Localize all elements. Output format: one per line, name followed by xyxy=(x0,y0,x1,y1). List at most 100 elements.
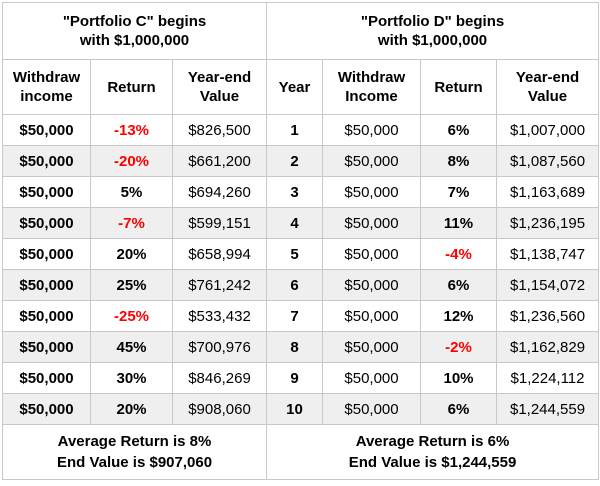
table-row: $50,000 -13% $826,500 1 $50,000 6% $1,007,000 xyxy=(2,114,600,146)
c-return-cell: 20% xyxy=(90,238,173,270)
summary-row: Average Return is 8% End Value is $907,0… xyxy=(1,424,600,480)
table-row: $50,000 45% $700,976 8 $50,000 -2% $1,162,829 xyxy=(2,331,600,363)
portfolio-c-title: "Portfolio C" begins with $1,000,000 xyxy=(1,2,268,60)
data-rows: $50,000 -13% $826,500 1 $50,000 6% $1,007,000 $… xyxy=(2,114,600,425)
c-withdraw-header: Withdraw income xyxy=(2,59,91,115)
c-return-header-text: Return xyxy=(107,78,156,96)
header-row: Withdraw income Return Year-end Value Ye… xyxy=(2,59,600,115)
portfolio-c-summary: Average Return is 8% End Value is $907,0… xyxy=(1,424,268,480)
table-row: $50,000 -25% $533,432 7 $50,000 12% $1,236,560 xyxy=(2,300,600,332)
c-return-cell: 45% xyxy=(90,331,173,363)
year-header: Year xyxy=(266,59,324,115)
table-row: $50,000 25% $761,242 6 $50,000 6% $1,154,072 xyxy=(2,269,600,301)
d-withdraw-header-text: Withdraw Income xyxy=(337,69,406,105)
d-return-cell: -4% xyxy=(420,238,498,270)
d-value-cell: $1,162,829 xyxy=(496,331,600,363)
c-value-cell: $599,151 xyxy=(171,207,268,239)
c-value-cell: $826,500 xyxy=(171,114,268,146)
year-cell: 10 xyxy=(266,393,324,425)
portfolio-d-summary: Average Return is 6% End Value is $1,244… xyxy=(266,424,600,480)
d-withdraw-cell: $50,000 xyxy=(322,331,422,363)
d-value-cell: $1,154,072 xyxy=(496,269,600,301)
table-row: $50,000 30% $846,269 9 $50,000 10% $1,224,112 xyxy=(2,362,600,394)
table-row: $50,000 -7% $599,151 4 $50,000 11% $1,236,195 xyxy=(2,207,600,239)
year-cell: 3 xyxy=(266,176,324,208)
c-value-cell: $908,060 xyxy=(171,393,268,425)
d-value-cell: $1,007,000 xyxy=(496,114,600,146)
portfolio-c-average-return: Average Return is 8% xyxy=(57,433,212,450)
d-withdraw-cell: $50,000 xyxy=(322,238,422,270)
d-withdraw-cell: $50,000 xyxy=(322,269,422,301)
d-value-cell: $1,236,195 xyxy=(496,207,600,239)
c-return-cell: -7% xyxy=(90,207,173,239)
c-return-cell: 25% xyxy=(90,269,173,301)
d-return-cell: -2% xyxy=(420,331,498,363)
year-cell: 7 xyxy=(266,300,324,332)
year-cell: 8 xyxy=(266,331,324,363)
year-cell: 6 xyxy=(266,269,324,301)
c-value-cell: $761,242 xyxy=(171,269,268,301)
year-cell: 4 xyxy=(266,207,324,239)
c-return-cell: -25% xyxy=(90,300,173,332)
d-return-header-text: Return xyxy=(434,78,483,96)
c-withdraw-cell: $50,000 xyxy=(2,207,91,239)
d-withdraw-cell: $50,000 xyxy=(322,176,422,208)
table-row: $50,000 5% $694,260 3 $50,000 7% $1,163,689 xyxy=(2,176,600,208)
c-withdraw-cell: $50,000 xyxy=(2,238,91,270)
d-value-header: Year-end Value xyxy=(496,59,600,115)
d-withdraw-cell: $50,000 xyxy=(322,207,422,239)
c-value-cell: $661,200 xyxy=(171,145,268,177)
d-withdraw-cell: $50,000 xyxy=(322,362,422,394)
portfolio-d-title: "Portfolio D" begins with $1,000,000 xyxy=(266,2,600,60)
year-header-text: Year xyxy=(278,78,311,96)
c-return-cell: -20% xyxy=(90,145,173,177)
d-value-cell: $1,244,559 xyxy=(496,393,600,425)
d-value-cell: $1,236,560 xyxy=(496,300,600,332)
d-withdraw-header: Withdraw Income xyxy=(322,59,422,115)
c-withdraw-cell: $50,000 xyxy=(2,176,91,208)
year-cell: 5 xyxy=(266,238,324,270)
c-value-cell: $846,269 xyxy=(171,362,268,394)
d-withdraw-cell: $50,000 xyxy=(322,114,422,146)
c-value-header: Year-end Value xyxy=(171,59,268,115)
portfolio-d-average-return: Average Return is 6% xyxy=(355,433,510,450)
portfolio-d-title-text: "Portfolio D" begins with $1,000,000 xyxy=(360,13,505,49)
c-withdraw-cell: $50,000 xyxy=(2,145,91,177)
portfolio-d-end-value: End Value is $1,244,559 xyxy=(348,454,517,471)
c-withdraw-header-text: Withdraw income xyxy=(12,69,81,105)
d-return-cell: 12% xyxy=(420,300,498,332)
c-withdraw-cell: $50,000 xyxy=(2,114,91,146)
d-return-cell: 6% xyxy=(420,114,498,146)
d-value-cell: $1,224,112 xyxy=(496,362,600,394)
title-row: "Portfolio C" begins with $1,000,000 "Po… xyxy=(1,2,600,60)
year-cell: 9 xyxy=(266,362,324,394)
d-return-header: Return xyxy=(420,59,498,115)
d-withdraw-cell: $50,000 xyxy=(322,145,422,177)
table-row: $50,000 20% $658,994 5 $50,000 -4% $1,138,747 xyxy=(2,238,600,270)
c-value-cell: $694,260 xyxy=(171,176,268,208)
d-value-header-text: Year-end Value xyxy=(515,69,580,105)
d-return-cell: 6% xyxy=(420,269,498,301)
d-withdraw-cell: $50,000 xyxy=(322,300,422,332)
c-value-cell: $658,994 xyxy=(171,238,268,270)
d-return-cell: 10% xyxy=(420,362,498,394)
table-row: $50,000 -20% $661,200 2 $50,000 8% $1,087,560 xyxy=(2,145,600,177)
c-return-cell: 30% xyxy=(90,362,173,394)
c-withdraw-cell: $50,000 xyxy=(2,331,91,363)
c-withdraw-cell: $50,000 xyxy=(2,269,91,301)
d-value-cell: $1,163,689 xyxy=(496,176,600,208)
d-value-cell: $1,138,747 xyxy=(496,238,600,270)
portfolio-c-title-text: "Portfolio C" begins with $1,000,000 xyxy=(62,13,207,49)
d-return-cell: 6% xyxy=(420,393,498,425)
table-row: $50,000 20% $908,060 10 $50,000 6% $1,244,559 xyxy=(2,393,600,425)
c-return-cell: 20% xyxy=(90,393,173,425)
d-value-cell: $1,087,560 xyxy=(496,145,600,177)
c-withdraw-cell: $50,000 xyxy=(2,300,91,332)
c-value-cell: $700,976 xyxy=(171,331,268,363)
year-cell: 1 xyxy=(266,114,324,146)
c-value-cell: $533,432 xyxy=(171,300,268,332)
c-return-cell: -13% xyxy=(90,114,173,146)
c-withdraw-cell: $50,000 xyxy=(2,393,91,425)
c-withdraw-cell: $50,000 xyxy=(2,362,91,394)
